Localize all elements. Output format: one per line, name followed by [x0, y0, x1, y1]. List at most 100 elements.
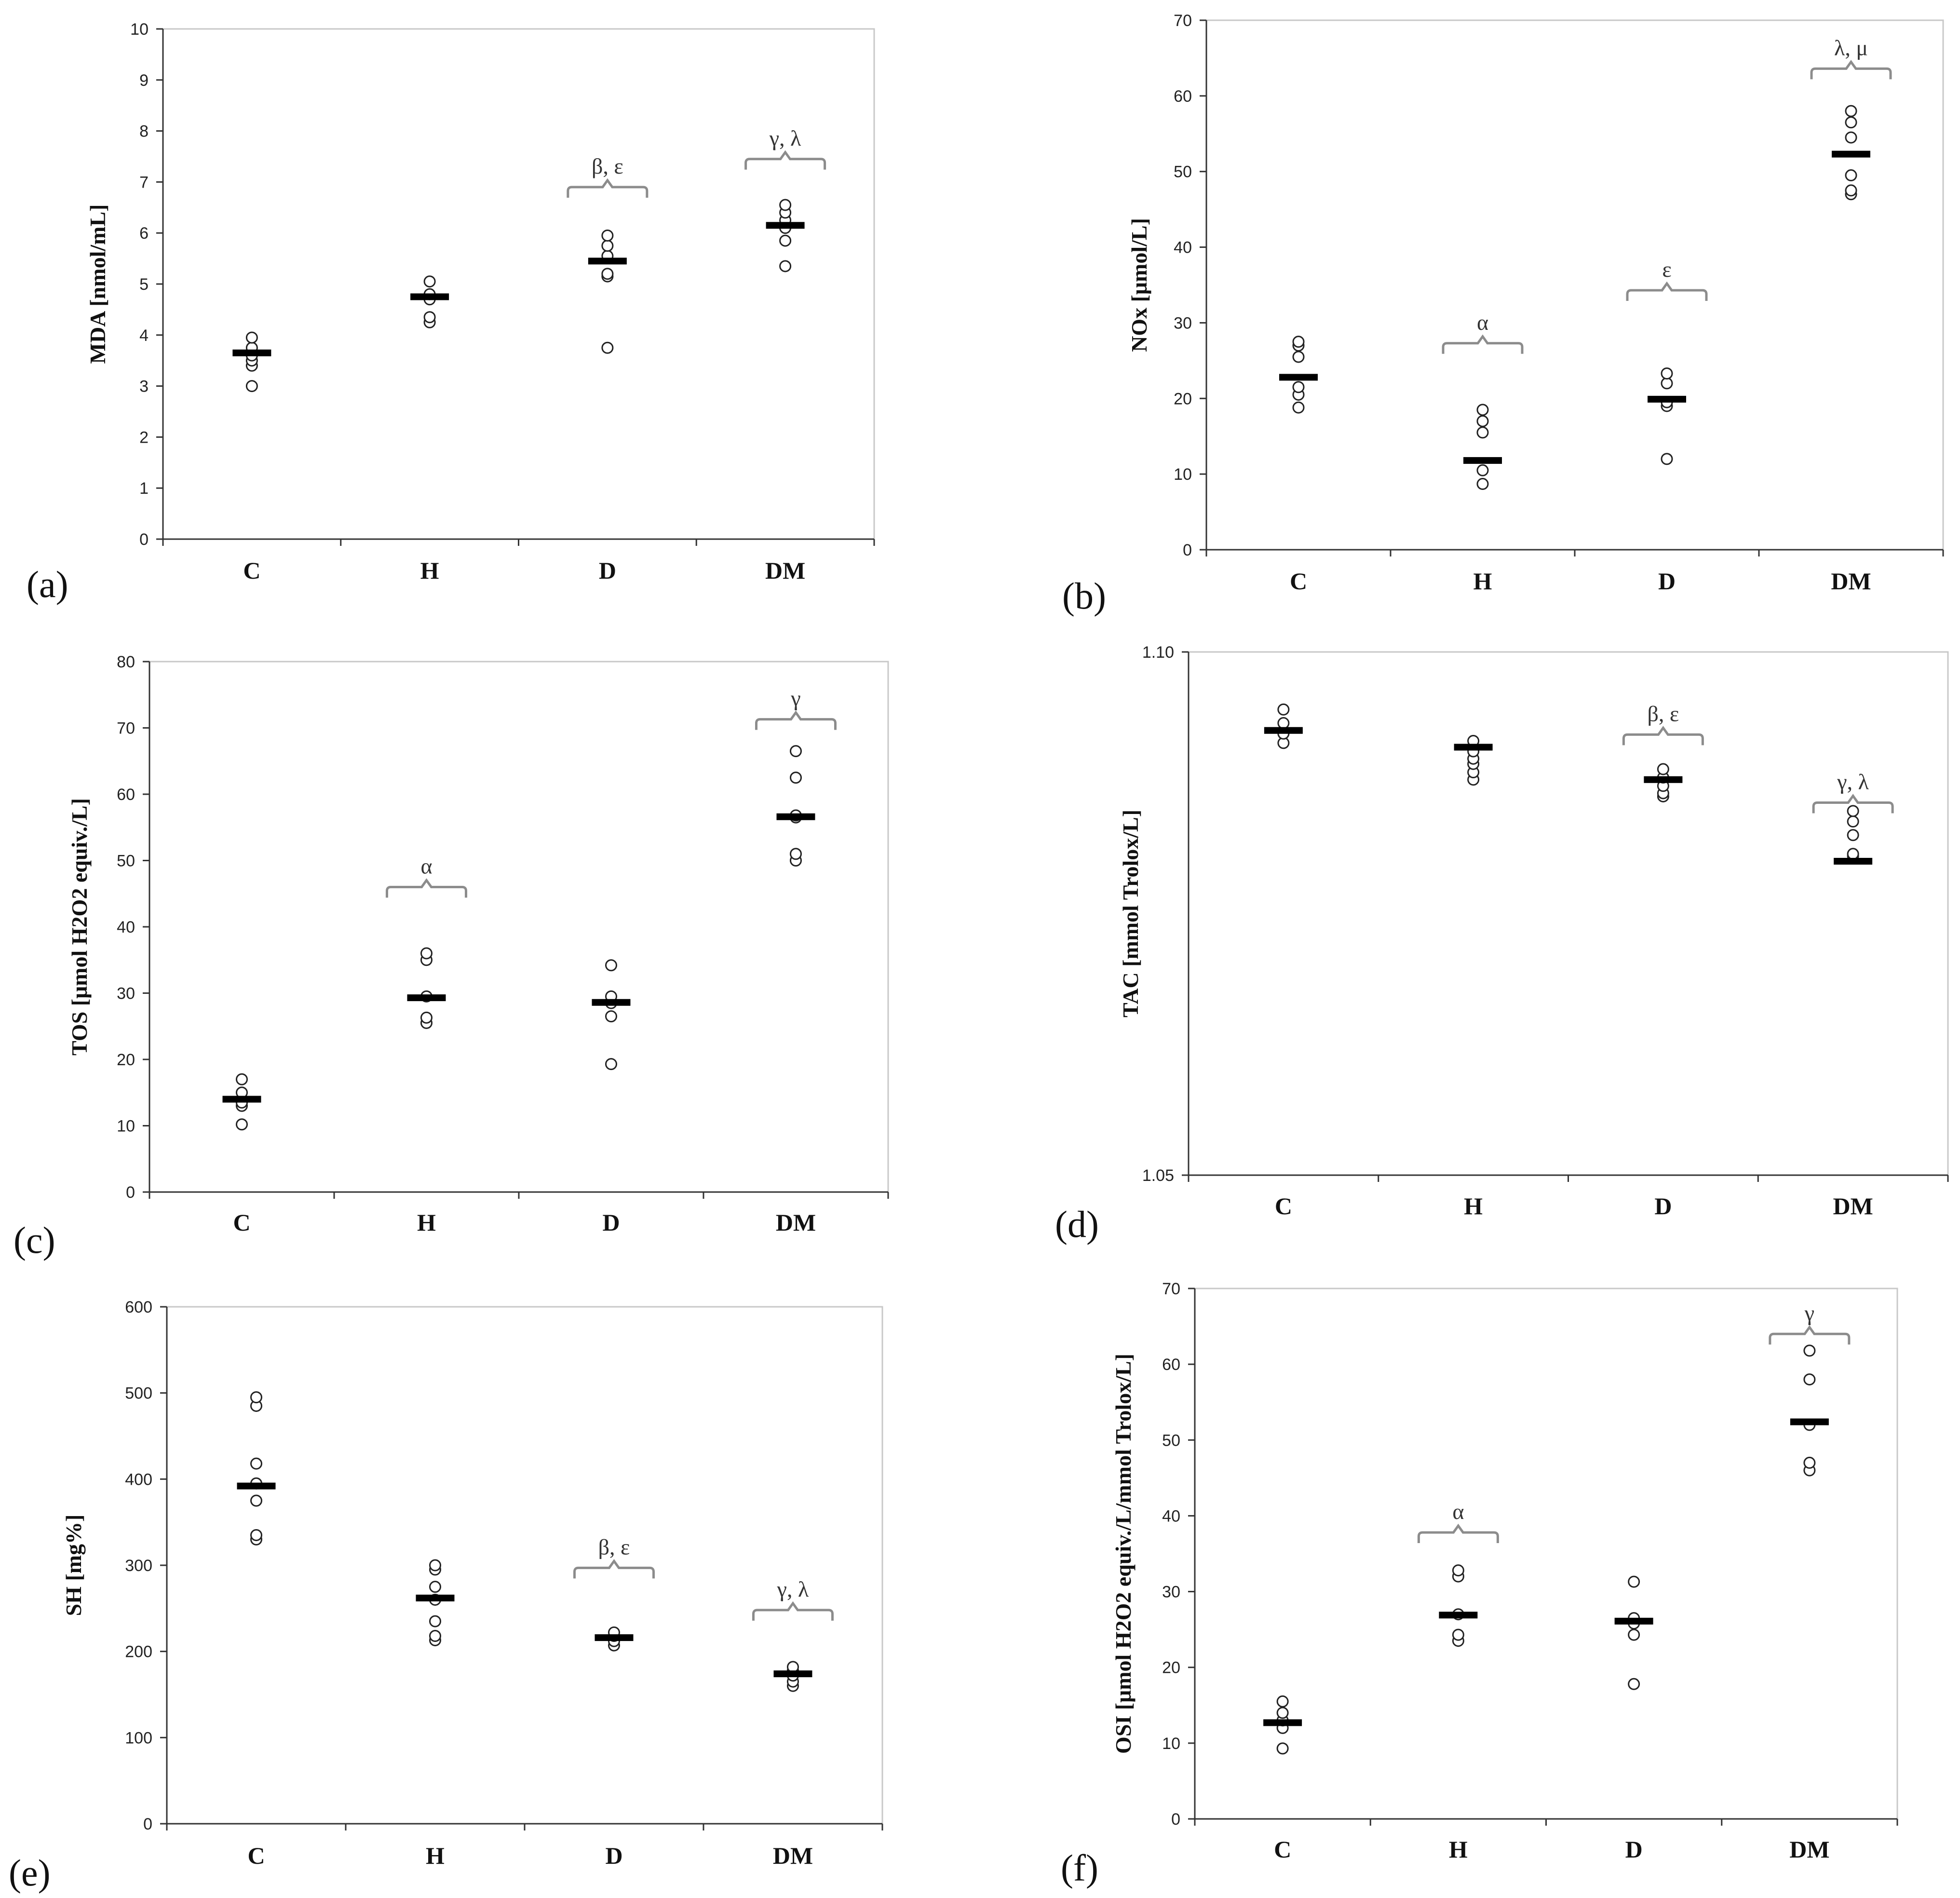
significance-label: ε	[1662, 257, 1671, 282]
significance-label: β, ε	[598, 1534, 630, 1559]
data-point	[1292, 336, 1305, 348]
y-axis-title: TAC [mmol Trolox/L]	[1118, 810, 1143, 1017]
data-point	[1476, 426, 1489, 439]
data-point	[779, 199, 792, 211]
y-tick-label: 60	[117, 786, 135, 804]
y-tick-label: 400	[125, 1470, 152, 1489]
mean-bar	[773, 1670, 812, 1678]
data-point	[1847, 848, 1859, 860]
x-category-label: C	[243, 557, 260, 584]
x-category-label: DM	[1833, 1193, 1873, 1220]
data-point	[1292, 381, 1305, 393]
data-point	[1276, 1742, 1289, 1755]
y-tick-label: 1	[139, 479, 149, 498]
data-point	[429, 1615, 441, 1627]
data-point	[420, 947, 433, 960]
x-category-label: D	[1658, 568, 1676, 595]
mean-bar	[1648, 395, 1686, 403]
y-tick-label: 70	[1162, 1280, 1180, 1298]
mean-bar	[1832, 150, 1870, 158]
x-category-label: DM	[1789, 1836, 1829, 1863]
y-tick-label: 5	[139, 275, 149, 294]
mean-bar	[1439, 1612, 1478, 1619]
y-tick-label: 10	[117, 1117, 135, 1136]
significance-bracket	[567, 178, 649, 198]
significance-bracket	[1810, 60, 1892, 80]
data-point	[250, 1391, 262, 1404]
y-tick-label: 50	[1162, 1431, 1180, 1450]
y-tick-label: 0	[126, 1183, 135, 1202]
y-tick-label: 20	[1174, 390, 1192, 408]
panel-c: 0 10 20 30 40 50 60 70 80 C H D DM α γ TOS [μmol H2O2 e…	[14, 653, 889, 1261]
data-point	[1657, 763, 1669, 775]
mean-bar	[232, 349, 271, 356]
y-tick-label: 1.05	[1142, 1166, 1174, 1185]
y-tick-label: 0	[143, 1815, 152, 1833]
panel-label: (c)	[14, 1219, 55, 1261]
significance-label: γ, λ	[777, 1577, 809, 1601]
x-category-label: H	[1449, 1836, 1468, 1863]
x-category-label: H	[417, 1209, 436, 1236]
data-point	[1847, 815, 1859, 828]
significance-bracket	[386, 878, 467, 898]
y-axis-title: TOS [μmol H2O2 equiv./L]	[67, 798, 92, 1056]
significance-label: β, ε	[592, 154, 623, 178]
data-point	[601, 240, 614, 252]
mean-bar	[1790, 1418, 1829, 1425]
significance-bracket	[744, 150, 826, 170]
x-category-label: C	[1290, 568, 1307, 595]
data-point	[1476, 404, 1489, 416]
y-tick-label: 30	[1174, 314, 1192, 332]
data-point	[790, 848, 802, 860]
significance-label: γ, λ	[769, 126, 801, 150]
data-point	[1452, 1564, 1464, 1577]
y-tick-label: 7	[139, 173, 149, 191]
x-category-label: C	[247, 1842, 265, 1869]
significance-bracket	[573, 1559, 655, 1579]
panel-label: (e)	[9, 1852, 51, 1894]
significance-label: α	[420, 854, 432, 879]
mean-bar	[766, 222, 805, 229]
data-point	[1476, 478, 1489, 490]
data-point	[1803, 1344, 1816, 1357]
data-point	[1452, 1628, 1464, 1641]
significance-label: β, ε	[1648, 701, 1679, 726]
data-point	[605, 1058, 617, 1071]
y-tick-label: 600	[125, 1298, 152, 1316]
y-tick-label: 0	[1183, 541, 1192, 559]
significance-bracket	[1769, 1325, 1851, 1345]
y-tick-label: 60	[1162, 1356, 1180, 1374]
data-point	[1276, 1707, 1289, 1719]
data-point	[250, 1457, 262, 1470]
significance-bracket	[755, 710, 837, 730]
x-category-label: D	[1625, 1836, 1643, 1863]
plot-area-frame	[166, 1306, 883, 1825]
y-tick-label: 70	[1174, 12, 1192, 30]
data-point	[423, 311, 436, 324]
y-tick-label: 4	[139, 326, 149, 345]
panel-b: 0 10 20 30 40 50 60 70 C H D DM α ε λ, μ NOx [μmol/L] (b…	[1062, 12, 1944, 617]
mean-bar	[1644, 776, 1683, 783]
panel-label: (f)	[1061, 1847, 1098, 1889]
data-point	[779, 260, 792, 272]
panel-label: (a)	[27, 563, 68, 605]
data-point	[236, 1073, 248, 1085]
significance-bracket	[752, 1601, 834, 1621]
data-point	[1847, 805, 1859, 817]
data-point	[1845, 105, 1857, 117]
data-point	[1803, 1373, 1816, 1386]
x-category-label: C	[1274, 1836, 1291, 1863]
significance-label: α	[1452, 1499, 1464, 1524]
significance-label: α	[1477, 310, 1488, 335]
x-category-label: D	[602, 1209, 620, 1236]
data-point	[1277, 703, 1290, 716]
mean-bar	[588, 258, 627, 265]
data-point	[236, 1118, 248, 1131]
data-point	[1276, 1695, 1289, 1708]
mean-bar	[1454, 744, 1493, 751]
mean-bar	[776, 813, 815, 820]
data-point	[790, 745, 802, 758]
y-tick-label: 500	[125, 1384, 152, 1403]
significance-bracket	[1812, 794, 1894, 813]
